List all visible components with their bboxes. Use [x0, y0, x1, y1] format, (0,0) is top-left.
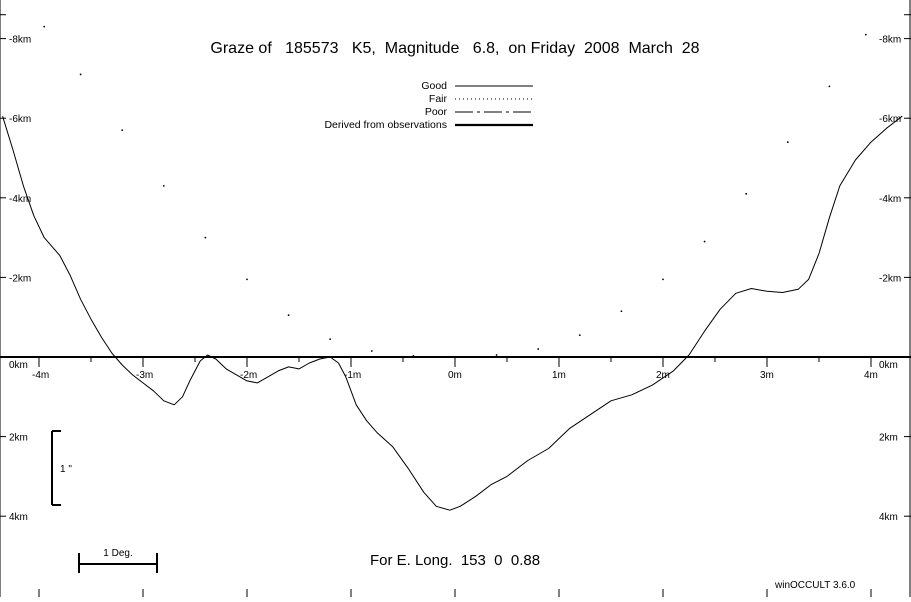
fair-limit-dot [454, 356, 456, 358]
chart-title: Graze of 185573 K5, Magnitude 6.8, on Fr… [210, 40, 699, 57]
y-tick-label-left: -4km [9, 194, 31, 205]
fair-limit-dot [329, 338, 332, 340]
fair-limit-dot [79, 73, 82, 76]
software-label: winOCCULT 3.6.0 [774, 580, 856, 591]
y-tick-label-right: 0km [879, 360, 898, 371]
legend-label-derived: Derived from observations [324, 119, 447, 131]
fair-limit-dot [287, 314, 290, 317]
vertical-scale-bar: 1 " [51, 430, 72, 506]
longitude-label: For E. Long. 153 0 0.88 [370, 552, 540, 569]
fair-limit-dot [204, 236, 207, 239]
x-tick-label: 1m [552, 370, 566, 381]
fair-limit-dot [43, 25, 46, 28]
good-limb-profile-line [2, 115, 903, 511]
y-tick-label-left: 0km [9, 360, 28, 371]
fair-limit-dot [495, 354, 498, 356]
y-tick-label-left: 2km [9, 433, 28, 444]
y-tick-label-left: -2km [9, 273, 31, 284]
x-tick-label: -4m [32, 370, 49, 381]
vertical-scale-label: 1 " [60, 464, 72, 475]
legend-label-good: Good [421, 80, 447, 92]
x-tick-label: -3m [136, 370, 153, 381]
y-tick-label-right: -2km [879, 273, 901, 284]
y-tick-label-right: -4km [879, 194, 901, 205]
y-tick-label-left: -6km [9, 114, 31, 125]
fair-limit-dot [537, 348, 540, 350]
horizontal-scale-bar: 1 Deg. [78, 548, 158, 573]
x-tick-label: -1m [344, 370, 361, 381]
fair-limit-dot [864, 33, 867, 36]
horizontal-scale-label: 1 Deg. [103, 548, 132, 559]
series-layer [2, 25, 903, 511]
x-tick-label: 3m [760, 370, 774, 381]
fair-limit-dot [412, 354, 415, 357]
x-tick-marks [38, 357, 872, 597]
legend: Good Fair Poor Derived from observations [324, 80, 533, 131]
x-tick-label: -2m [240, 370, 257, 381]
y-tick-label-right: -6km [879, 114, 901, 125]
fair-limit-dot [828, 85, 831, 88]
fair-limit-dot [745, 192, 748, 195]
fair-limit-dot [662, 278, 664, 281]
y-tick-label-left: 4km [9, 512, 28, 523]
fair-limit-dot [246, 278, 248, 281]
y-tick-label-right: 4km [879, 512, 898, 523]
fair-limit-dot [121, 129, 124, 132]
fair-limit-dot [162, 184, 165, 187]
fair-limit-dot [703, 240, 706, 243]
x-tick-label: 2m [656, 370, 670, 381]
fair-limit-dot [578, 334, 581, 337]
y-tick-label-right: -8km [879, 35, 901, 46]
y-tick-label-right: 2km [879, 433, 898, 444]
legend-label-poor: Poor [425, 106, 448, 118]
x-tick-label: 4m [864, 370, 878, 381]
legend-label-fair: Fair [429, 93, 448, 105]
y-tick-labels: -8km -8km -6km -6km -4km -4km -2km -2km 0km 0km 2k… [9, 35, 901, 524]
x-tick-label: 0m [448, 370, 462, 381]
fair-limit-dot [786, 141, 789, 143]
x-tick-labels: -4m -3m -2m -1m 0m 1m 2m 3m 4m [32, 370, 878, 381]
y-tick-label-left: -8km [9, 35, 31, 46]
fair-limit-dot [370, 350, 373, 352]
fair-limit-dot [620, 310, 623, 313]
